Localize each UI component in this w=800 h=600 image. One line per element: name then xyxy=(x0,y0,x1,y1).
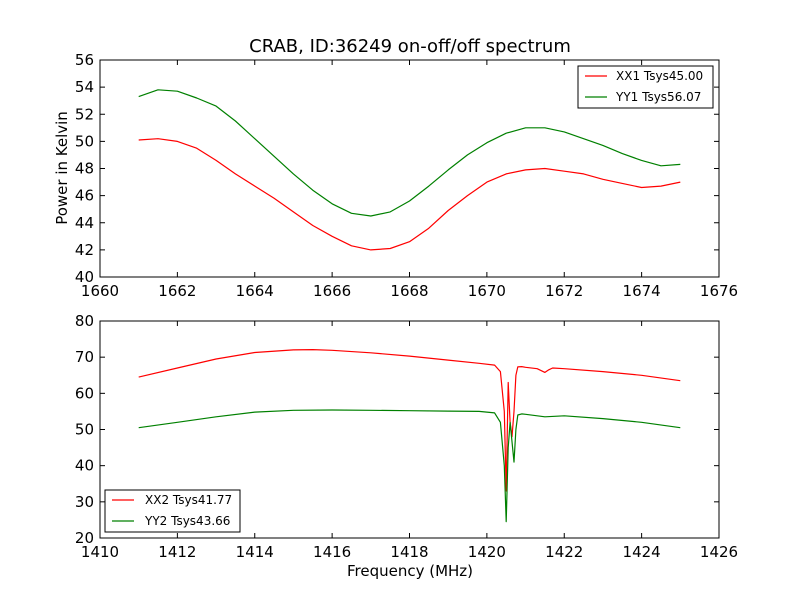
chart-title: CRAB, ID:36249 on-off/off spectrum xyxy=(249,36,571,57)
bottom-series-lines xyxy=(138,349,681,523)
x-tick-label: 1668 xyxy=(390,282,428,300)
y-tick-label: 30 xyxy=(75,493,94,511)
x-tick-label: 1670 xyxy=(468,282,506,300)
y-tick-label: 56 xyxy=(75,51,94,69)
x-tick-label: 1424 xyxy=(623,543,661,561)
y-tick-label: 40 xyxy=(75,457,94,475)
bottom-legend-box xyxy=(104,489,241,533)
x-tick-label: 1418 xyxy=(390,543,428,561)
y-tick-label: 50 xyxy=(75,421,94,439)
y-tick-label: 60 xyxy=(75,384,94,402)
y-axis-label: Power in Kelvin xyxy=(53,111,71,225)
y-tick-label: 48 xyxy=(75,160,94,178)
y-tick-label: 52 xyxy=(75,105,94,123)
x-tick-label: 1410 xyxy=(81,543,119,561)
x-tick-label: 1416 xyxy=(313,543,351,561)
y-tick-label: 40 xyxy=(75,268,94,286)
legend-label-xx1: XX1 Tsys45.00 xyxy=(616,69,703,83)
x-tick-label: 1674 xyxy=(623,282,661,300)
x-tick-label: 1414 xyxy=(236,543,274,561)
legend-label-yy1: YY1 Tsys56.07 xyxy=(615,90,701,104)
series-line-xx1 xyxy=(138,138,681,251)
x-tick-label: 1676 xyxy=(700,282,738,300)
bottom-plot-frame xyxy=(99,320,720,539)
x-tick-label: 1662 xyxy=(158,282,196,300)
top-plot-frame xyxy=(99,59,720,278)
y-tick-label: 54 xyxy=(75,78,94,96)
top-legend: XX1 Tsys45.00 YY1 Tsys56.07 xyxy=(577,65,714,109)
bottom-subplot: Frequency (MHz) 1410 1412 1414 1416 1418 1420… xyxy=(75,312,738,580)
series-line-yy2 xyxy=(138,409,681,523)
y-tick-label: 50 xyxy=(75,132,94,150)
y-tick-label: 46 xyxy=(75,187,94,205)
y-tick-label: 20 xyxy=(75,529,94,547)
x-tick-label: 1666 xyxy=(313,282,351,300)
series-line-xx2 xyxy=(138,349,681,492)
legend-label-yy2: YY2 Tsys43.66 xyxy=(144,514,230,528)
x-tick-label: 1664 xyxy=(236,282,274,300)
top-axis-ticks: 1660 1662 1664 1666 1668 1670 1672 1674 1676 40 42… xyxy=(75,51,738,300)
top-series-lines xyxy=(138,89,681,251)
x-tick-label: 1672 xyxy=(545,282,583,300)
top-legend-box xyxy=(577,65,714,109)
y-tick-label: 42 xyxy=(75,241,94,259)
legend-label-xx2: XX2 Tsys41.77 xyxy=(145,493,232,507)
x-tick-label: 1420 xyxy=(468,543,506,561)
x-axis-label: Frequency (MHz) xyxy=(347,562,473,580)
y-tick-label: 44 xyxy=(75,214,94,232)
x-tick-label: 1660 xyxy=(81,282,119,300)
y-tick-label: 80 xyxy=(75,312,94,330)
x-tick-label: 1426 xyxy=(700,543,738,561)
bottom-axis-ticks: 1410 1412 1414 1416 1418 1420 1422 1424 1426 20 30… xyxy=(75,312,738,561)
y-tick-label: 70 xyxy=(75,348,94,366)
top-subplot: CRAB, ID:36249 on-off/off spectrum Power… xyxy=(53,36,738,300)
x-tick-label: 1422 xyxy=(545,543,583,561)
series-line-yy1 xyxy=(138,89,681,217)
x-tick-label: 1412 xyxy=(158,543,196,561)
bottom-legend: XX2 Tsys41.77 YY2 Tsys43.66 xyxy=(104,489,241,533)
